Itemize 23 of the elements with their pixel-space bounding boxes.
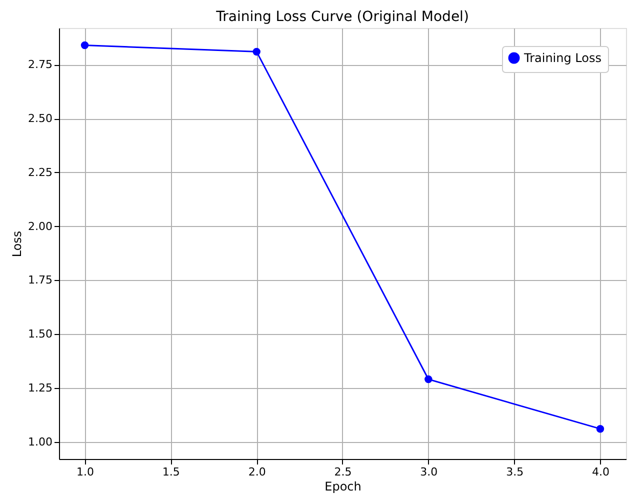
y-tick-label: 2.50 — [28, 112, 52, 126]
chart-title: Training Loss Curve (Original Model) — [215, 9, 469, 25]
y-tick-label: 2.75 — [28, 58, 52, 72]
x-tick-label: 1.5 — [162, 466, 180, 478]
y-axis-title: Loss — [10, 230, 24, 258]
point — [596, 424, 604, 433]
y-tick-label: 1.75 — [28, 274, 52, 287]
y-tick-label: 1.00 — [28, 435, 52, 448]
point — [80, 41, 89, 50]
x-tick-label: 3.5 — [506, 466, 524, 478]
point — [424, 375, 432, 384]
y-tick-label: 2.25 — [28, 166, 52, 179]
y-tick-label: 2.00 — [28, 220, 52, 233]
y-tick-label: 1.25 — [28, 381, 52, 394]
x-axis-title: Epoch — [324, 480, 362, 494]
x-tick-label: 2.0 — [248, 466, 266, 478]
x-tick-label: 4.0 — [592, 466, 610, 478]
legend-label: Training Loss — [523, 51, 602, 65]
point — [252, 48, 260, 56]
x-tick-label: 1.0 — [76, 466, 94, 478]
x-tick-label: 3.0 — [420, 466, 438, 478]
x-tick-label: 2.5 — [334, 466, 352, 478]
y-tick-label: 1.50 — [28, 328, 52, 341]
